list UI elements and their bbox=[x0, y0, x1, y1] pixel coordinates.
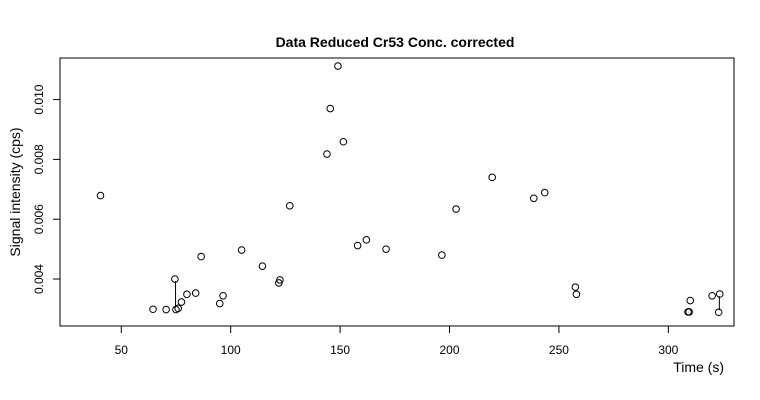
y-axis: 0.004 0.006 0.008 0.010 bbox=[32, 84, 61, 294]
x-axis-label: Time (s) bbox=[673, 359, 724, 375]
data-point bbox=[685, 308, 693, 316]
chart-title: Data Reduced Cr53 Conc. corrected bbox=[276, 34, 515, 50]
y-tick-label: 0.010 bbox=[32, 84, 46, 114]
data-point bbox=[276, 276, 284, 284]
data-point bbox=[149, 305, 157, 314]
data-point bbox=[529, 194, 538, 203]
data-point bbox=[183, 290, 191, 299]
data-point bbox=[438, 251, 446, 259]
data-point bbox=[339, 137, 348, 146]
data-point bbox=[96, 191, 105, 200]
data-point bbox=[362, 236, 371, 244]
data-point bbox=[334, 62, 342, 70]
x-tick-label: 250 bbox=[549, 343, 569, 357]
data-point bbox=[162, 305, 170, 314]
data-point bbox=[215, 299, 224, 308]
data-point bbox=[237, 246, 246, 254]
data-segments bbox=[175, 281, 720, 311]
data-point bbox=[219, 291, 227, 300]
data-point bbox=[323, 150, 331, 158]
data-point bbox=[571, 283, 580, 291]
data-point bbox=[353, 241, 362, 250]
data-point bbox=[326, 104, 335, 113]
x-axis: 50 100 150 200 250 300 bbox=[115, 325, 679, 357]
x-tick-label: 150 bbox=[330, 343, 350, 357]
x-tick-label: 50 bbox=[115, 343, 129, 357]
data-point bbox=[708, 291, 716, 300]
data-point bbox=[285, 201, 294, 210]
data-point bbox=[540, 188, 549, 197]
data-point bbox=[488, 173, 496, 182]
data-point bbox=[258, 262, 267, 270]
data-point bbox=[382, 245, 390, 253]
plot-box bbox=[59, 57, 735, 327]
x-tick-label: 300 bbox=[658, 343, 678, 357]
data-point bbox=[686, 296, 695, 305]
y-tick-label: 0.006 bbox=[32, 204, 46, 234]
data-point bbox=[191, 289, 200, 297]
data-point bbox=[177, 298, 186, 306]
x-tick-label: 200 bbox=[440, 343, 460, 357]
data-points bbox=[96, 62, 724, 317]
y-axis-label: Signal intensity (cps) bbox=[7, 127, 23, 256]
data-point bbox=[452, 205, 460, 213]
y-tick-label: 0.008 bbox=[32, 144, 46, 174]
data-point bbox=[174, 304, 182, 313]
data-point bbox=[171, 275, 179, 283]
data-point bbox=[197, 252, 205, 261]
x-tick-label: 100 bbox=[221, 343, 241, 357]
data-point bbox=[572, 290, 581, 299]
data-point bbox=[715, 290, 724, 298]
data-point bbox=[714, 308, 723, 317]
y-tick-label: 0.004 bbox=[32, 264, 46, 294]
